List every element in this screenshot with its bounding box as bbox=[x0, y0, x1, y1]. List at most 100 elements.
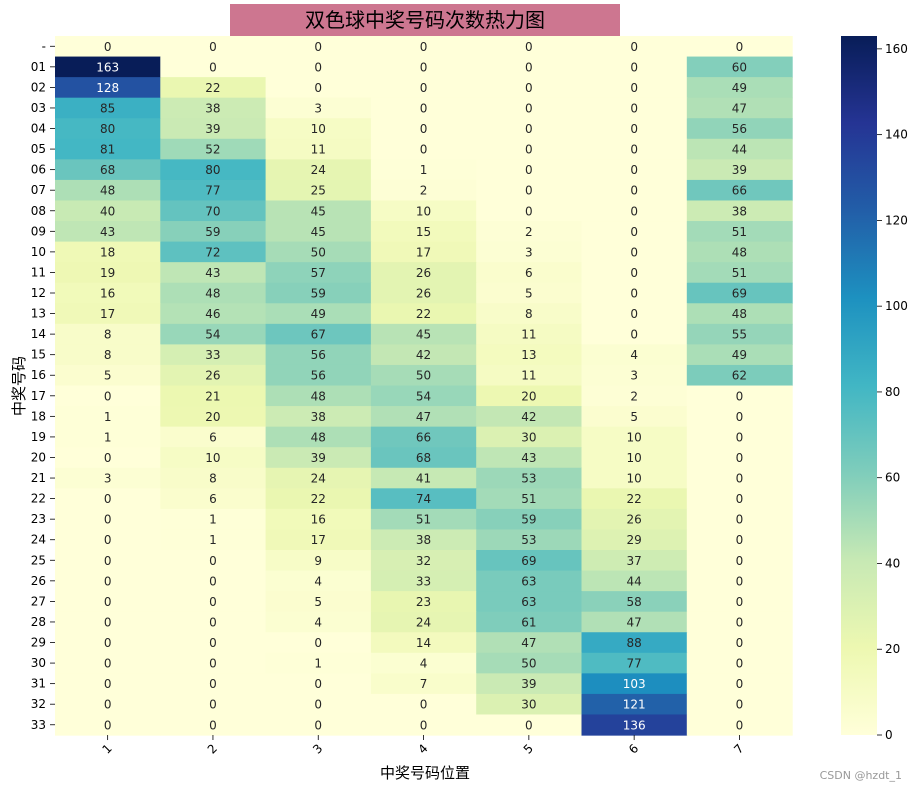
cell-annotation: 0 bbox=[209, 698, 217, 712]
cell-annotation: 16 bbox=[100, 287, 115, 301]
heatmap-cell bbox=[160, 652, 267, 674]
cell-annotation: 42 bbox=[521, 410, 536, 424]
heatmap-cell bbox=[160, 632, 267, 654]
heatmap-cell bbox=[476, 364, 583, 387]
heatmap-cell bbox=[476, 56, 583, 78]
heatmap-cell bbox=[55, 632, 161, 654]
cell-annotation: 0 bbox=[420, 101, 428, 115]
y-tick-labels: - 01 02 03 04 05 06 07 08 09 10 11 12 13 14 15 16 17 18 19 2… bbox=[31, 39, 55, 732]
heatmap-cell bbox=[55, 179, 161, 202]
heatmap-cell bbox=[686, 693, 793, 716]
cell-annotation: 24 bbox=[311, 163, 326, 177]
cell-annotation: 45 bbox=[311, 225, 326, 239]
heatmap-cell bbox=[686, 159, 793, 181]
cell-annotation: 0 bbox=[104, 492, 112, 506]
cell-annotation: 8 bbox=[104, 348, 112, 362]
heatmap-cell bbox=[160, 693, 267, 716]
heatmap-cell bbox=[686, 488, 793, 510]
heatmap-cell bbox=[55, 364, 161, 387]
heatmap-cell bbox=[265, 323, 372, 345]
heatmap-cell bbox=[686, 426, 793, 448]
heatmap-cell bbox=[686, 447, 793, 469]
y-tick-label: 01 bbox=[31, 60, 46, 74]
cell-annotation: 0 bbox=[104, 40, 112, 54]
cell-annotation: 63 bbox=[521, 574, 536, 588]
y-tick-label: 02 bbox=[31, 80, 46, 94]
cell-annotation: 0 bbox=[630, 60, 638, 74]
x-tick-label: 7 bbox=[731, 741, 746, 756]
heatmap-cell bbox=[686, 97, 793, 119]
heatmap-cell bbox=[160, 56, 267, 78]
y-tick-label: 19 bbox=[31, 430, 46, 444]
heatmap-cell bbox=[55, 673, 161, 695]
cell-annotation: 103 bbox=[623, 677, 646, 691]
cell-annotation: 0 bbox=[420, 122, 428, 136]
cell-annotation: 0 bbox=[630, 287, 638, 301]
heatmap-cell bbox=[476, 673, 583, 695]
heatmap-cell bbox=[581, 611, 688, 633]
heatmap-cell bbox=[265, 344, 372, 366]
heatmap-cell bbox=[265, 488, 372, 510]
cell-annotation: 43 bbox=[521, 451, 536, 465]
heatmap-cell bbox=[686, 323, 793, 345]
cell-annotation: 4 bbox=[420, 657, 428, 671]
cell-annotation: 0 bbox=[104, 636, 112, 650]
heatmap-cell bbox=[160, 282, 267, 304]
cell-annotation: 51 bbox=[416, 513, 431, 527]
cell-annotation: 80 bbox=[100, 122, 115, 136]
cell-annotation: 0 bbox=[209, 718, 217, 732]
heatmap-cell bbox=[686, 221, 793, 243]
heatmap-cell bbox=[55, 118, 161, 140]
heatmap-cell bbox=[370, 344, 477, 366]
heatmap-cell bbox=[476, 529, 583, 551]
y-tick-label: 25 bbox=[31, 553, 46, 567]
cell-annotation: 0 bbox=[104, 595, 112, 609]
colorbar-tick-labels: 0 20 40 60 80 100 120 140 160 bbox=[877, 42, 908, 742]
heatmap-cell bbox=[160, 138, 267, 160]
heatmap-cell bbox=[160, 200, 267, 222]
heatmap-cell bbox=[160, 550, 267, 572]
heatmap-cell bbox=[476, 550, 583, 572]
heatmap-cell bbox=[581, 591, 688, 613]
heatmap-cell bbox=[686, 652, 793, 674]
heatmap-cell bbox=[686, 303, 793, 325]
heatmap-cell bbox=[581, 693, 688, 716]
cell-annotation: 1 bbox=[104, 410, 112, 424]
heatmap-cell bbox=[686, 77, 793, 99]
y-tick-label: 16 bbox=[31, 368, 46, 382]
heatmap-cell bbox=[686, 529, 793, 551]
heatmap-cell bbox=[476, 159, 583, 181]
heatmap-cell bbox=[370, 303, 477, 325]
heatmap-cell bbox=[55, 241, 161, 263]
heatmap-cell bbox=[160, 529, 267, 551]
cell-annotation: 63 bbox=[521, 595, 536, 609]
cell-annotation: 33 bbox=[416, 574, 431, 588]
cell-annotation: 68 bbox=[416, 451, 431, 465]
x-tick-label: 1 bbox=[99, 741, 114, 756]
cell-annotation: 59 bbox=[205, 225, 220, 239]
heatmap-cell bbox=[265, 385, 372, 407]
cell-annotation: 72 bbox=[205, 245, 220, 259]
y-tick-label: 07 bbox=[31, 183, 46, 197]
heatmap-cell bbox=[55, 406, 161, 428]
cell-annotation: 0 bbox=[420, 40, 428, 54]
colorbar bbox=[841, 36, 877, 735]
cell-annotation: 44 bbox=[627, 574, 642, 588]
cell-annotation: 22 bbox=[205, 81, 220, 95]
cell-annotation: 0 bbox=[104, 574, 112, 588]
cell-annotation: 163 bbox=[96, 60, 119, 74]
heatmap-cell bbox=[55, 693, 161, 716]
cell-annotation: 6 bbox=[209, 430, 217, 444]
heatmap-cell bbox=[581, 221, 688, 243]
heatmap-cell bbox=[55, 262, 161, 284]
cell-annotation: 67 bbox=[311, 328, 326, 342]
colorbar-tick-label: 140 bbox=[885, 128, 908, 142]
heatmap-cell bbox=[265, 611, 372, 633]
cell-annotation: 38 bbox=[311, 410, 326, 424]
heatmap-cell bbox=[581, 200, 688, 222]
heatmap-cell bbox=[160, 36, 267, 58]
heatmap-cell bbox=[265, 282, 372, 304]
cell-annotation: 8 bbox=[209, 472, 217, 486]
cell-annotation: 0 bbox=[736, 595, 744, 609]
heatmap-cell bbox=[476, 611, 583, 633]
